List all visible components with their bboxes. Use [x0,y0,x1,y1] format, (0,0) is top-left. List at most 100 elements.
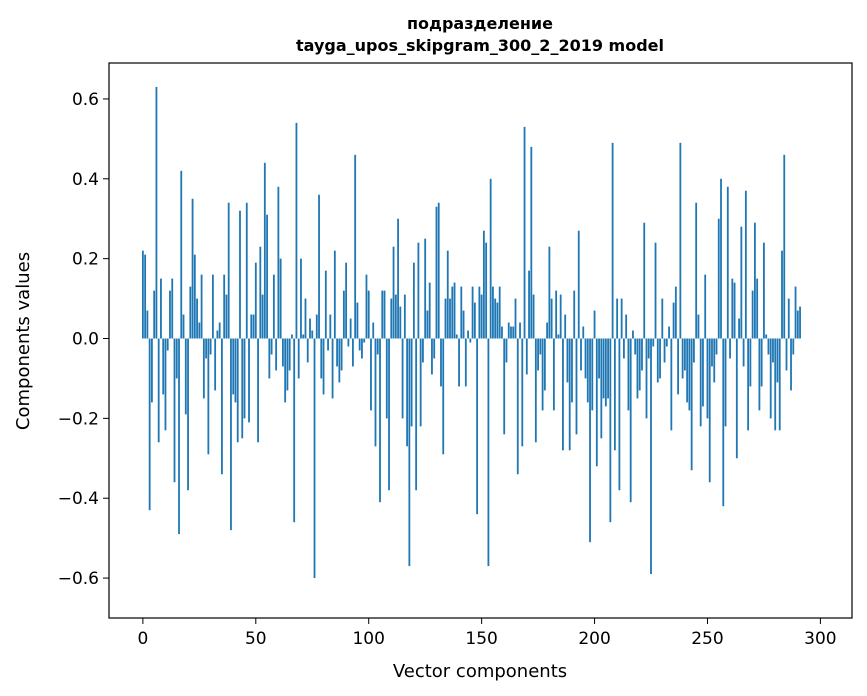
bar-215 [627,338,630,411]
bar-273 [758,338,761,411]
bar-187 [564,314,567,339]
bar-268 [747,338,750,431]
bar-283 [781,250,783,339]
bar-95 [356,302,359,339]
bar-284 [783,154,786,339]
bar-250 [706,338,709,419]
bar-164 [512,326,515,339]
bar-176 [539,338,542,355]
bar-193 [577,230,580,339]
bar-138 [453,282,456,339]
bar-23 [193,254,196,339]
bar-18 [182,314,185,339]
bar-231 [663,338,666,363]
bar-119 [410,338,413,427]
bar-157 [496,302,499,339]
bar-213 [623,338,625,359]
y-tick-label: −0.6 [58,569,99,589]
bar-186 [562,338,564,451]
bar-89 [342,290,345,339]
bar-199 [591,338,594,411]
bar-87 [338,338,341,383]
bar-179 [546,322,549,339]
bar-228 [656,338,659,383]
bar-232 [665,338,668,347]
bar-226 [652,338,655,347]
bar-163 [510,326,512,339]
bar-175 [537,338,539,371]
bar-188 [566,338,569,383]
x-tick-label: 0 [137,629,148,649]
bar-270 [751,290,754,339]
bar-33 [216,330,219,339]
bar-145 [469,338,472,343]
bar-57 [270,338,273,355]
bar-277 [767,338,770,355]
bar-25 [198,322,201,339]
bar-14 [173,338,176,483]
bar-261 [731,278,734,339]
bar-249 [704,274,707,339]
bar-64 [286,338,289,391]
bar-253 [713,338,716,383]
bar-9 [162,338,165,395]
bar-149 [478,286,481,339]
bar-264 [738,318,740,339]
bar-169 [523,126,526,339]
y-tick-label: 0.2 [72,250,99,270]
bar-99 [365,274,368,339]
bar-110 [390,298,393,339]
bar-267 [744,190,747,339]
bar-196 [584,338,587,379]
bar-32 [214,338,217,391]
bar-243 [690,338,693,471]
bar-190 [571,338,573,403]
bar-126 [426,310,429,339]
bar-43 [239,210,241,339]
bar-26 [200,274,203,339]
bar-82 [327,338,329,351]
bar-183 [555,290,558,339]
bar-105 [379,338,381,503]
bar-60 [277,186,280,339]
bar-63 [284,338,287,403]
bar-220 [638,338,641,391]
bar-42 [236,338,239,443]
bar-81 [324,270,327,339]
bar-45 [243,338,246,419]
bar-85 [333,250,336,339]
bars-group [141,86,801,579]
bar-108 [385,338,388,419]
bar-152 [485,242,488,339]
y-tick-label: 0.6 [72,90,99,110]
bar-27 [202,338,205,399]
bar-233 [668,326,670,339]
bar-30 [209,338,212,355]
bar-198 [589,338,591,543]
bar-28 [205,338,208,359]
bar-263 [735,338,738,459]
bar-79 [320,338,323,379]
bar-41 [234,338,237,403]
bar-49 [252,314,255,339]
bar-204 [602,338,605,399]
bar-6 [155,86,158,339]
bar-5 [153,290,156,339]
bar-221 [641,338,643,371]
bar-192 [575,338,578,435]
bar-217 [632,330,634,339]
bar-255 [717,218,720,339]
bar-54 [263,162,266,339]
bar-206 [607,338,609,399]
bar-65 [288,338,291,371]
y-axis-label: Components values [13,252,34,430]
bar-115 [401,338,404,419]
bar-265 [740,226,743,339]
bar-12 [169,290,171,339]
bar-244 [693,338,695,363]
y-tick-label: 0.0 [72,330,99,350]
bar-83 [329,314,332,339]
bar-22 [191,198,194,339]
bar-256 [720,178,722,339]
